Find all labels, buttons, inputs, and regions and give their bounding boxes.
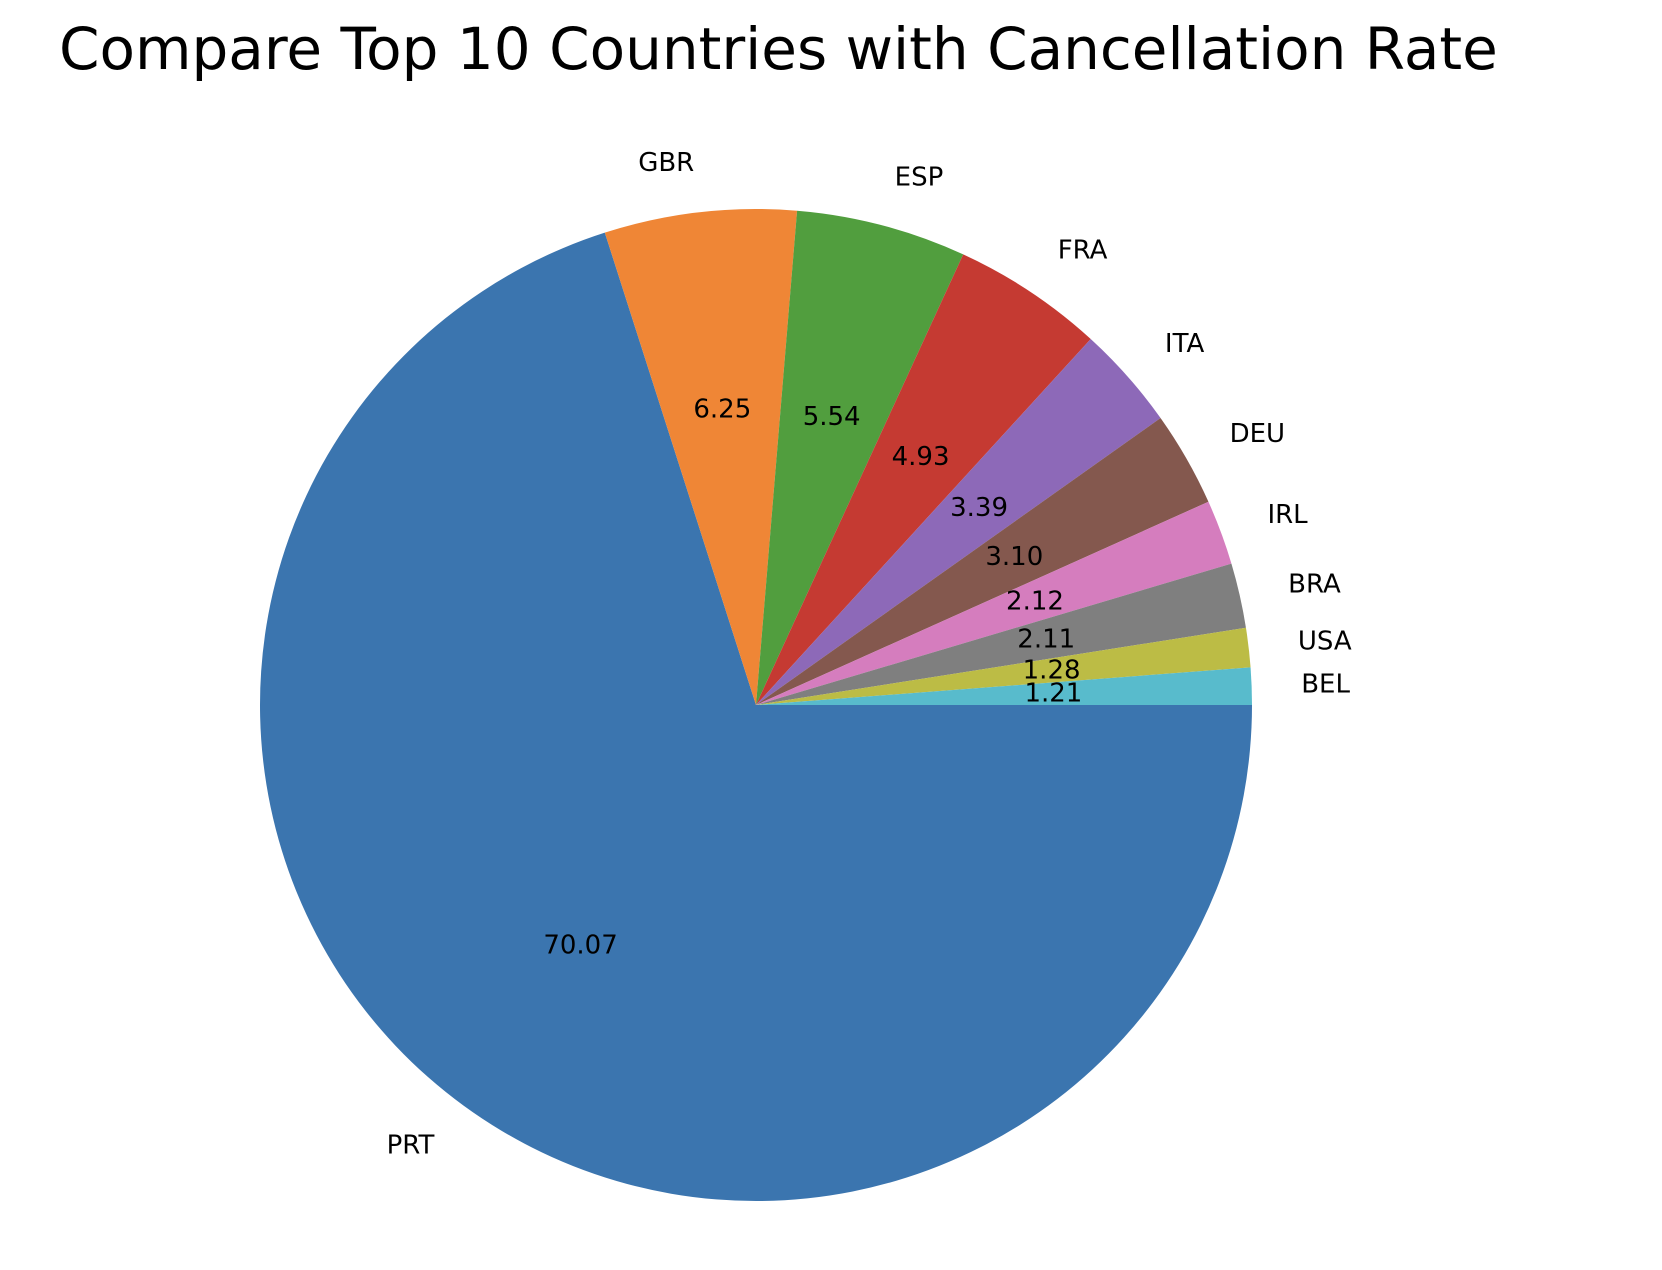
slice-label-usa: USA	[1298, 627, 1352, 657]
value-label-deu: 3.10	[985, 542, 1043, 572]
slice-label-bra: BRA	[1288, 569, 1341, 599]
value-label-usa: 1.28	[1023, 655, 1081, 685]
pie-slice-prt	[260, 232, 1252, 1202]
value-label-ita: 3.39	[950, 493, 1008, 523]
slice-label-gbr: GBR	[638, 148, 694, 178]
slice-label-esp: ESP	[895, 162, 944, 192]
pie-slice-bel	[756, 667, 1252, 705]
value-label-irl: 2.12	[1006, 586, 1064, 616]
value-label-gbr: 6.25	[693, 394, 751, 424]
pie-slice-ita	[756, 338, 1161, 705]
pie-slice-irl	[756, 501, 1232, 705]
slice-label-deu: DEU	[1230, 419, 1285, 449]
value-label-fra: 4.93	[892, 442, 950, 472]
pie-slice-usa	[756, 627, 1251, 705]
pie-slice-gbr	[604, 208, 798, 705]
slice-label-bel: BEL	[1301, 669, 1350, 699]
pie-labels: PRT 70.07 GBR 6.25 ESP 5.54 FRA 4.93 ITA 3.39 DEU 3…	[387, 148, 1352, 1161]
pie-slice-esp	[756, 210, 964, 705]
value-label-prt: 70.07	[543, 930, 617, 960]
slice-label-prt: PRT	[387, 1131, 435, 1161]
slice-label-irl: IRL	[1267, 500, 1308, 530]
chart-title: Compare Top 10 Countries with Cancellati…	[59, 15, 1498, 83]
pie-slice-fra	[756, 254, 1091, 705]
slice-label-fra: FRA	[1058, 235, 1108, 265]
value-label-bra: 2.11	[1017, 624, 1075, 654]
value-label-esp: 5.54	[803, 402, 861, 432]
pie-slice-deu	[756, 418, 1209, 705]
slice-label-ita: ITA	[1165, 329, 1205, 359]
value-label-bel: 1.21	[1024, 679, 1082, 709]
pie-slices	[260, 208, 1252, 1202]
pie-slice-bra	[756, 563, 1246, 705]
